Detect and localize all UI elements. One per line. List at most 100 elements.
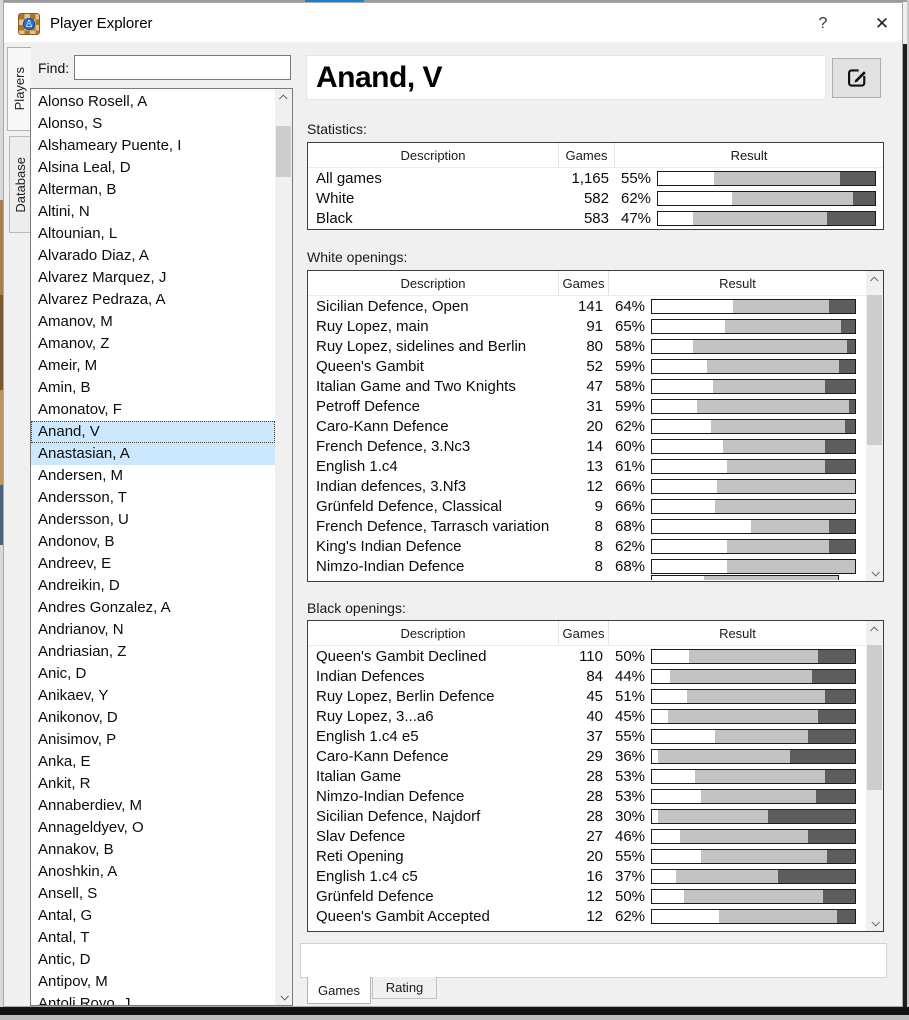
table-row[interactable]: Nimzo-Indian Defence 28 53% — [308, 786, 866, 806]
player-list-item[interactable]: Alshameary Puente, I — [38, 137, 182, 154]
player-list-item[interactable]: Altounian, L — [38, 225, 118, 242]
table-row[interactable]: Nimzo-Indian Defence 8 68% — [308, 556, 866, 576]
scrollbar-thumb[interactable] — [276, 126, 291, 177]
table-row[interactable]: English 1.c4 13 61% — [308, 456, 866, 476]
scrollbar-thumb[interactable] — [867, 295, 882, 445]
white-openings-scrollbar[interactable] — [866, 271, 883, 581]
table-row[interactable]: French Defence, Tarrasch variation 8 68% — [308, 516, 866, 536]
scroll-up-button[interactable] — [275, 89, 292, 106]
player-list-item[interactable]: Anand, V — [31, 421, 275, 443]
player-list-item[interactable]: Andriasian, Z — [38, 643, 127, 660]
table-row[interactable]: Sicilian Defence, Najdorf 28 30% — [308, 806, 866, 826]
table-row[interactable]: Italian Game and Two Knights 47 58% — [308, 376, 866, 396]
help-button[interactable]: ? — [818, 15, 828, 32]
header-games[interactable]: Games — [559, 143, 615, 167]
player-list-item[interactable]: Alsina Leal, D — [38, 159, 131, 176]
table-row[interactable]: English 1.c4 e5 37 55% — [308, 726, 866, 746]
player-list-item[interactable]: Andersson, T — [38, 489, 127, 506]
player-list-item[interactable]: Andreev, E — [38, 555, 112, 572]
player-list-item[interactable]: Anic, D — [38, 665, 87, 682]
player-list-item[interactable]: Andonov, B — [38, 533, 115, 550]
player-list-item[interactable]: Anikaev, Y — [38, 687, 109, 704]
player-list-item[interactable]: Andersson, U — [38, 511, 129, 528]
table-row[interactable]: Sicilian Defence, Open 141 64% — [308, 296, 866, 316]
header-result[interactable]: Result — [730, 147, 768, 163]
player-list-item[interactable]: Antal, G — [38, 907, 93, 924]
table-row[interactable]: Ruy Lopez, sidelines and Berlin 80 58% — [308, 336, 866, 356]
table-row[interactable]: Ruy Lopez, 3...a6 40 45% — [308, 706, 866, 726]
player-list-item[interactable]: Alonso Rosell, A — [38, 93, 148, 110]
table-row[interactable]: Queen's Gambit Accepted 12 62% — [308, 906, 866, 926]
table-row[interactable]: Slav Defence 27 46% — [308, 826, 866, 846]
scrollbar-thumb[interactable] — [867, 645, 882, 790]
player-list-item[interactable]: Antoli Royo, J — [38, 995, 131, 1006]
player-list-item[interactable]: Anka, E — [38, 753, 91, 770]
table-row[interactable]: Indian defences, 3.Nf3 12 66% — [308, 476, 866, 496]
table-row[interactable]: Indian Defences 84 44% — [308, 666, 866, 686]
title-bar[interactable]: Player Explorer ? ✕ — [4, 3, 902, 42]
table-row[interactable]: Reti Opening 20 55% — [308, 846, 866, 866]
table-row[interactable]: Queen's Gambit 52 59% — [308, 356, 866, 376]
table-row[interactable]: Italian Game 28 53% — [308, 766, 866, 786]
player-list-item[interactable]: Antic, D — [38, 951, 91, 968]
player-list-item[interactable]: Ansell, S — [38, 885, 98, 902]
player-list-item[interactable]: Anisimov, P — [38, 731, 117, 748]
player-list-item[interactable]: Amonatov, F — [38, 401, 122, 418]
edit-player-button[interactable] — [832, 58, 881, 98]
scroll-up-button[interactable] — [866, 271, 883, 288]
table-row[interactable]: Caro-Kann Defence 29 36% — [308, 746, 866, 766]
player-list-item[interactable]: Antal, T — [38, 929, 90, 946]
tab-players[interactable]: Players — [7, 47, 31, 131]
player-list-item[interactable]: Ameir, M — [38, 357, 98, 374]
header-description[interactable]: Description — [308, 271, 559, 295]
player-list-item[interactable]: Andrianov, N — [38, 621, 124, 638]
header-description[interactable]: Description — [308, 143, 559, 167]
player-list-item[interactable]: Amanov, M — [38, 313, 113, 330]
player-list-item[interactable]: Alvarez Marquez, J — [38, 269, 167, 286]
player-list-item[interactable]: Altini, N — [38, 203, 90, 220]
scroll-down-button[interactable] — [275, 988, 292, 1005]
table-row[interactable]: Ruy Lopez, main 91 65% — [308, 316, 866, 336]
tab-games[interactable]: Games — [307, 977, 371, 1004]
table-row[interactable]: Grünfeld Defence, Classical 9 66% — [308, 496, 866, 516]
table-row[interactable]: All games 1,165 55% — [308, 168, 883, 188]
table-row[interactable]: Queen's Gambit Declined 110 50% — [308, 646, 866, 666]
scroll-up-button[interactable] — [866, 621, 883, 638]
player-list-item[interactable]: Antipov, M — [38, 973, 108, 990]
player-list-item[interactable]: Amin, B — [38, 379, 91, 396]
header-description[interactable]: Description — [308, 621, 559, 645]
black-openings-scrollbar[interactable] — [866, 621, 883, 931]
table-row[interactable]: Caro-Kann Defence 20 62% — [308, 416, 866, 436]
player-list-scrollbar[interactable] — [275, 89, 292, 1005]
player-list-item[interactable]: Annaberdiev, M — [38, 797, 142, 814]
player-list-item[interactable]: Annakov, B — [38, 841, 114, 858]
player-list-item[interactable]: Andreikin, D — [38, 577, 120, 594]
player-list-item[interactable]: Andersen, M — [38, 467, 124, 484]
table-row[interactable]: White 582 62% — [308, 188, 883, 208]
player-list-item[interactable]: Anikonov, D — [38, 709, 118, 726]
tab-database[interactable]: Database — [9, 136, 31, 233]
tab-rating[interactable]: Rating — [372, 977, 437, 999]
header-games[interactable]: Games — [559, 621, 609, 645]
table-row[interactable]: King's Indian Defence 8 62% — [308, 536, 866, 556]
table-row[interactable]: Black 583 47% — [308, 208, 883, 228]
header-games[interactable]: Games — [559, 271, 609, 295]
player-list-item[interactable]: Annageldyev, O — [38, 819, 144, 836]
header-result[interactable]: Result — [719, 625, 756, 641]
player-list-item[interactable]: Anastasian, A — [31, 443, 275, 465]
table-row[interactable]: Ruy Lopez, Berlin Defence 45 51% — [308, 686, 866, 706]
player-list-item[interactable]: Alterman, B — [38, 181, 117, 198]
player-list-item[interactable]: Alonso, S — [38, 115, 103, 132]
find-input[interactable] — [74, 55, 291, 80]
table-row[interactable]: Petroff Defence 31 59% — [308, 396, 866, 416]
header-result[interactable]: Result — [719, 275, 756, 291]
player-list[interactable]: Alonso Rosell, A Alonso, S Alshameary Pu… — [30, 88, 293, 1006]
player-list-item[interactable]: Alvarez Pedraza, A — [38, 291, 166, 308]
player-list-item[interactable]: Anoshkin, A — [38, 863, 118, 880]
table-row[interactable]: French Defence, 3.Nc3 14 60% — [308, 436, 866, 456]
table-row[interactable]: English 1.c4 c5 16 37% — [308, 866, 866, 886]
close-button[interactable]: ✕ — [874, 14, 890, 33]
scroll-down-button[interactable] — [866, 914, 883, 931]
player-list-item[interactable]: Amanov, Z — [38, 335, 110, 352]
player-list-item[interactable]: Ankit, R — [38, 775, 91, 792]
